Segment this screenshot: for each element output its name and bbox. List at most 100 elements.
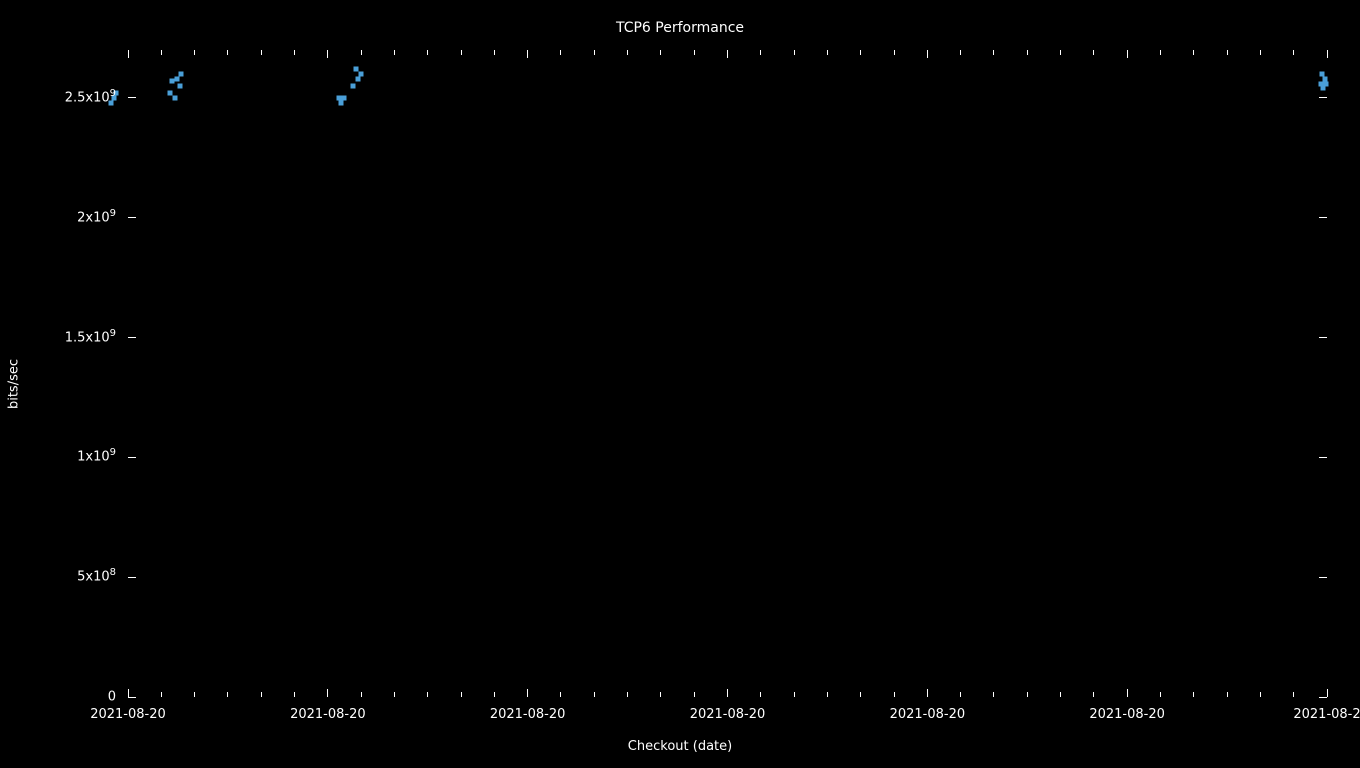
x-minor-tick-mark: [660, 692, 661, 697]
x-minor-tick-mark: [760, 692, 761, 697]
x-tick-mark: [327, 689, 328, 697]
x-minor-tick-mark: [1260, 50, 1261, 55]
chart-title: TCP6 Performance: [0, 20, 1360, 36]
x-minor-tick-mark: [594, 50, 595, 55]
y-axis-label: bits/sec: [7, 359, 22, 409]
y-tick-mark: [128, 217, 136, 218]
x-minor-tick-mark: [694, 50, 695, 55]
x-minor-tick-mark: [1093, 692, 1094, 697]
x-tick-label: 2021-08-20: [890, 707, 966, 722]
y-tick-mark: [128, 457, 136, 458]
x-minor-tick-mark: [1193, 50, 1194, 55]
y-tick-label: 2.5x109: [0, 90, 116, 105]
x-minor-tick-mark: [461, 50, 462, 55]
y-tick-mark: [1319, 337, 1327, 338]
y-tick-mark: [1319, 577, 1327, 578]
x-minor-tick-mark: [394, 50, 395, 55]
x-minor-tick-mark: [494, 692, 495, 697]
y-tick-label: 0: [0, 690, 116, 705]
data-point: [356, 76, 361, 81]
x-minor-tick-mark: [627, 692, 628, 697]
y-tick-mark: [128, 97, 136, 98]
x-minor-tick-mark: [860, 692, 861, 697]
data-point: [358, 71, 363, 76]
x-tick-mark: [927, 689, 928, 697]
x-minor-tick-mark: [993, 692, 994, 697]
x-tick-mark: [727, 50, 728, 58]
x-minor-tick-mark: [794, 50, 795, 55]
x-minor-tick-mark: [827, 692, 828, 697]
x-minor-tick-mark: [294, 50, 295, 55]
x-minor-tick-mark: [760, 50, 761, 55]
data-point: [1321, 86, 1326, 91]
y-tick-mark: [128, 337, 136, 338]
x-minor-tick-mark: [960, 692, 961, 697]
x-minor-tick-mark: [627, 50, 628, 55]
x-minor-tick-mark: [660, 50, 661, 55]
x-minor-tick-mark: [1160, 692, 1161, 697]
y-tick-mark: [128, 577, 136, 578]
x-minor-tick-mark: [860, 50, 861, 55]
x-minor-tick-mark: [1260, 692, 1261, 697]
data-point: [177, 83, 182, 88]
x-minor-tick-mark: [227, 692, 228, 697]
x-minor-tick-mark: [1027, 50, 1028, 55]
x-minor-tick-mark: [794, 692, 795, 697]
x-minor-tick-mark: [1027, 692, 1028, 697]
y-tick-mark: [1319, 457, 1327, 458]
x-tick-label: 2021-08-2: [1293, 707, 1360, 722]
x-minor-tick-mark: [1193, 692, 1194, 697]
x-axis-label: Checkout (date): [0, 739, 1360, 754]
x-minor-tick-mark: [361, 50, 362, 55]
x-tick-mark: [727, 689, 728, 697]
x-minor-tick-mark: [960, 50, 961, 55]
y-tick-label: 2x109: [0, 210, 116, 225]
x-tick-label: 2021-08-20: [290, 707, 366, 722]
x-minor-tick-mark: [560, 50, 561, 55]
data-point: [341, 95, 346, 100]
x-minor-tick-mark: [194, 692, 195, 697]
x-minor-tick-mark: [161, 692, 162, 697]
y-tick-label: 1x109: [0, 450, 116, 465]
x-minor-tick-mark: [461, 692, 462, 697]
x-minor-tick-mark: [194, 50, 195, 55]
tcp6-performance-chart: TCP6 Performance bits/sec Checkout (date…: [0, 0, 1360, 768]
x-minor-tick-mark: [827, 50, 828, 55]
x-minor-tick-mark: [594, 692, 595, 697]
y-tick-mark: [1319, 97, 1327, 98]
x-minor-tick-mark: [361, 692, 362, 697]
x-minor-tick-mark: [161, 50, 162, 55]
y-tick-mark: [128, 697, 136, 698]
x-minor-tick-mark: [294, 692, 295, 697]
plot-area: [128, 50, 1327, 697]
x-minor-tick-mark: [1227, 692, 1228, 697]
x-tick-mark: [527, 50, 528, 58]
x-tick-mark: [1327, 50, 1328, 58]
x-minor-tick-mark: [993, 50, 994, 55]
x-tick-label: 2021-08-20: [690, 707, 766, 722]
x-minor-tick-mark: [394, 692, 395, 697]
y-tick-label: 1.5x109: [0, 330, 116, 345]
x-minor-tick-mark: [894, 50, 895, 55]
x-tick-mark: [527, 689, 528, 697]
x-tick-mark: [128, 50, 129, 58]
x-minor-tick-mark: [1093, 50, 1094, 55]
data-point: [351, 83, 356, 88]
x-tick-mark: [128, 689, 129, 697]
x-tick-mark: [927, 50, 928, 58]
x-minor-tick-mark: [1160, 50, 1161, 55]
x-minor-tick-mark: [894, 692, 895, 697]
x-minor-tick-mark: [1227, 50, 1228, 55]
x-minor-tick-mark: [1293, 50, 1294, 55]
x-minor-tick-mark: [261, 50, 262, 55]
x-minor-tick-mark: [427, 692, 428, 697]
x-tick-label: 2021-08-20: [1089, 707, 1165, 722]
x-minor-tick-mark: [494, 50, 495, 55]
y-tick-mark: [1319, 217, 1327, 218]
x-minor-tick-mark: [1060, 692, 1061, 697]
data-point: [178, 71, 183, 76]
x-minor-tick-mark: [1060, 50, 1061, 55]
x-minor-tick-mark: [694, 692, 695, 697]
x-tick-mark: [1127, 689, 1128, 697]
x-tick-label: 2021-08-20: [490, 707, 566, 722]
